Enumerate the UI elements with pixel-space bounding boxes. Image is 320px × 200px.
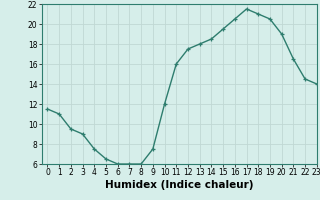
X-axis label: Humidex (Indice chaleur): Humidex (Indice chaleur) [105, 180, 253, 190]
